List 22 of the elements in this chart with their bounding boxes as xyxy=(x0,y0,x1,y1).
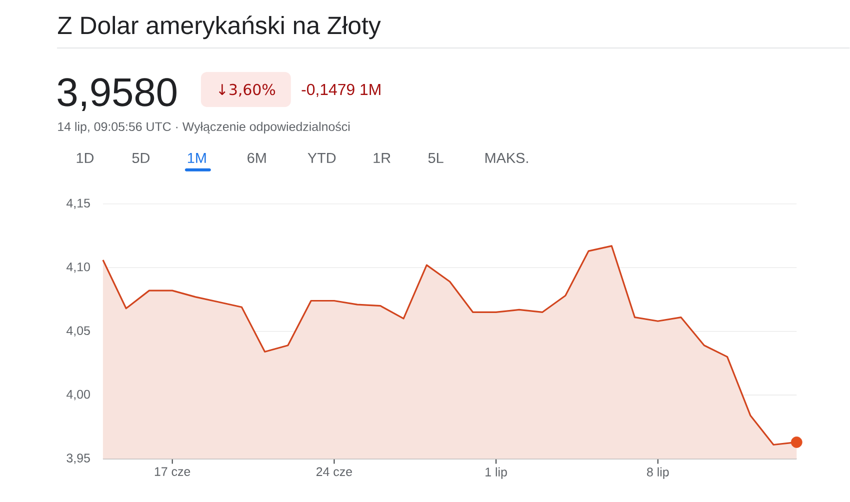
y-tick-label: 4,10 xyxy=(66,262,90,273)
y-tick-label: 4,00 xyxy=(66,390,90,400)
text: YTD xyxy=(308,153,336,164)
text: -0,1479 1M xyxy=(302,84,380,98)
y-tick-label: 3,95 xyxy=(66,454,90,464)
text: 3,9580 xyxy=(58,78,176,112)
text: MAKS. xyxy=(485,152,528,164)
text: 1R xyxy=(374,153,390,164)
y-tick-label: 4,15 xyxy=(66,198,90,210)
text: ↓3,60% xyxy=(218,84,276,97)
x-tick-label: 1 lip xyxy=(486,467,507,480)
text: 6M xyxy=(248,152,266,164)
text: 14 lip, 09:05:56 UTC · Wyłączenie odpowiedzialności xyxy=(58,122,350,134)
x-tick-label: 24 cze xyxy=(316,467,352,476)
text: 1D xyxy=(76,153,94,164)
text: 1M xyxy=(188,153,206,164)
y-tick-label: 4,05 xyxy=(66,326,90,337)
text: 5L xyxy=(428,153,444,164)
text: 5D xyxy=(132,153,150,164)
x-tick-label: 8 lip xyxy=(647,467,669,480)
chart-title: Z Dolar amerykański na Złoty xyxy=(58,16,381,40)
x-tick-label: 17 cze xyxy=(154,467,190,476)
